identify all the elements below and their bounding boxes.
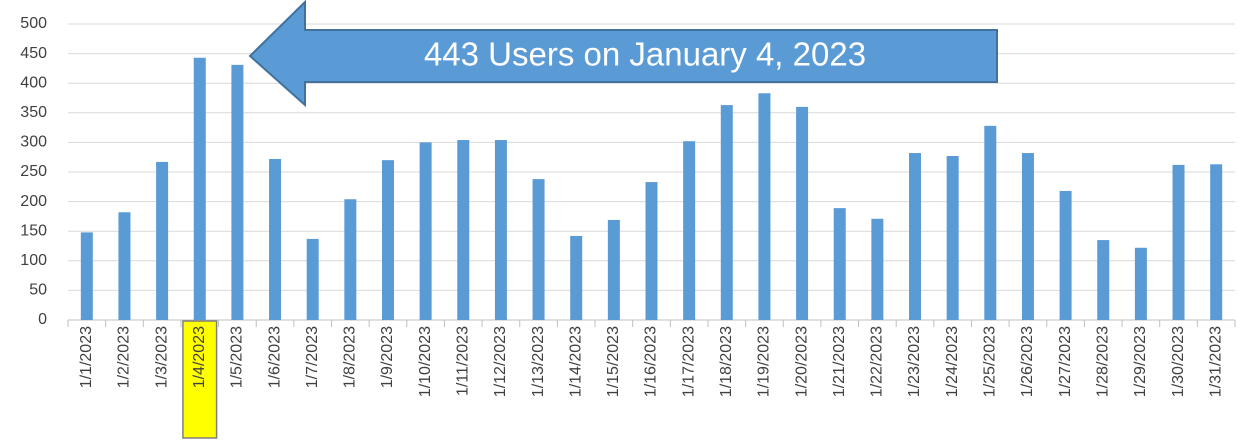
annotation-text: 443 Users on January 4, 2023 (424, 36, 866, 73)
x-tick-label: 1/22/2023 (869, 326, 886, 397)
annotation-layer: 443 Users on January 4, 2023 (248, 0, 998, 108)
bar (269, 158, 282, 320)
x-tick-label: 1/14/2023 (567, 326, 584, 397)
bar (381, 160, 394, 320)
y-tick-label: 500 (20, 15, 47, 32)
x-tick-label: 1/23/2023 (906, 326, 923, 397)
y-tick-label: 150 (20, 222, 47, 239)
category-highlight (182, 320, 218, 439)
bar (833, 208, 846, 320)
bar (607, 219, 620, 320)
bar (193, 57, 206, 321)
x-tick-label: 1/8/2023 (342, 326, 359, 388)
y-tick-label: 300 (20, 134, 47, 151)
x-tick-label: 1/20/2023 (793, 326, 810, 397)
x-tick-label: 1/4/2023 (191, 326, 208, 388)
x-tick-label: 1/19/2023 (756, 326, 773, 397)
bar (909, 153, 922, 320)
x-tick-label: 1/6/2023 (266, 326, 283, 388)
x-tick-label: 1/24/2023 (944, 326, 961, 397)
bar (80, 232, 93, 320)
bar (1097, 240, 1110, 320)
x-tick-label: 1/17/2023 (680, 326, 697, 397)
x-tick-label: 1/21/2023 (831, 326, 848, 397)
x-tick-label: 1/12/2023 (492, 326, 509, 397)
x-tick-label: 1/5/2023 (229, 326, 246, 388)
x-tick-label: 1/7/2023 (304, 326, 321, 388)
y-tick-label: 450 (20, 45, 47, 62)
bar (344, 199, 357, 320)
bar (1021, 153, 1034, 320)
x-tick-label: 1/29/2023 (1132, 326, 1149, 397)
x-tick-label: 1/9/2023 (379, 326, 396, 388)
bar (156, 161, 169, 320)
x-tick-label: 1/28/2023 (1094, 326, 1111, 397)
bar (306, 238, 319, 320)
x-tick-label: 1/16/2023 (643, 326, 660, 397)
y-tick-label: 400 (20, 74, 47, 91)
x-tick-label: 1/11/2023 (454, 326, 471, 396)
bar (419, 142, 432, 320)
bar (946, 156, 959, 320)
bar (683, 141, 696, 320)
bar (871, 218, 884, 320)
bar (720, 105, 733, 320)
y-tick-label: 250 (20, 163, 47, 180)
x-tick-label: 1/30/2023 (1170, 326, 1187, 397)
x-tick-label: 1/3/2023 (153, 326, 170, 388)
x-tick-label: 1/2/2023 (116, 326, 133, 388)
bar (532, 179, 545, 320)
bar (796, 106, 809, 320)
x-tick-label: 1/10/2023 (417, 326, 434, 397)
x-tick-label: 1/13/2023 (530, 326, 547, 397)
x-tick-label: 1/15/2023 (605, 326, 622, 397)
x-tick-label: 1/27/2023 (1057, 326, 1074, 397)
x-tick-label: 1/26/2023 (1019, 326, 1036, 397)
y-tick-label: 200 (20, 193, 47, 210)
y-tick-label: 50 (29, 282, 47, 299)
bar (645, 182, 658, 320)
bar (1210, 164, 1223, 320)
x-tick-label: 1/18/2023 (718, 326, 735, 397)
bar (984, 125, 997, 320)
bar (1059, 190, 1072, 320)
x-tick-label: 1/1/2023 (78, 326, 95, 388)
bar (231, 64, 244, 321)
x-tick-label: 1/31/2023 (1207, 326, 1224, 397)
bar (118, 212, 131, 320)
y-tick-label: 0 (38, 311, 47, 328)
bar (1134, 247, 1147, 320)
annotation-arrow (248, 0, 998, 108)
x-tick-label: 1/25/2023 (982, 326, 999, 397)
y-tick-label: 350 (20, 104, 47, 121)
bar (758, 93, 771, 320)
bar (1172, 164, 1185, 320)
bar (570, 235, 583, 320)
bar (457, 140, 470, 320)
bar (494, 140, 507, 320)
y-tick-label: 100 (20, 252, 47, 269)
